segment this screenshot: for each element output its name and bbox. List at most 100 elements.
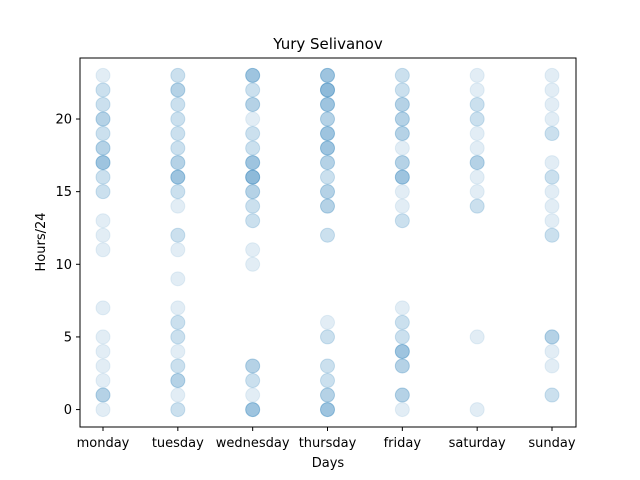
data-point-monday-1 — [95, 387, 111, 403]
x-tick-label-sunday: sunday — [528, 436, 575, 451]
data-point-wednesday-21 — [245, 96, 261, 112]
data-point-friday-0 — [394, 402, 410, 418]
data-point-tuesday-11 — [170, 242, 186, 258]
data-point-tuesday-2 — [170, 373, 186, 389]
data-point-tuesday-1 — [170, 387, 186, 403]
data-point-tuesday-23 — [170, 67, 186, 83]
data-point-friday-15 — [394, 184, 410, 200]
data-point-wednesday-15 — [245, 184, 261, 200]
data-point-saturday-17 — [469, 155, 485, 171]
data-point-wednesday-18 — [245, 140, 261, 156]
data-point-saturday-19 — [469, 126, 485, 142]
data-point-tuesday-9 — [170, 271, 186, 287]
data-point-saturday-20 — [469, 111, 485, 127]
data-point-sunday-23 — [544, 67, 560, 83]
data-point-sunday-3 — [544, 358, 560, 374]
data-point-saturday-5 — [469, 329, 485, 345]
data-point-sunday-16 — [544, 169, 560, 185]
data-point-friday-14 — [394, 198, 410, 214]
data-point-saturday-16 — [469, 169, 485, 185]
data-point-sunday-14 — [544, 198, 560, 214]
y-axis-label: Hours/24 — [34, 212, 49, 271]
data-point-tuesday-15 — [170, 184, 186, 200]
data-point-friday-1 — [394, 387, 410, 403]
data-point-monday-5 — [95, 329, 111, 345]
x-axis-label: Days — [312, 456, 345, 471]
data-point-thursday-2 — [320, 373, 335, 389]
y-tick-label-5: 5 — [64, 330, 72, 345]
data-point-friday-4 — [394, 343, 410, 359]
data-point-thursday-0 — [320, 402, 335, 418]
data-point-tuesday-0 — [170, 402, 186, 418]
x-tick-label-saturday: saturday — [449, 436, 506, 451]
data-point-thursday-6 — [320, 314, 335, 330]
data-point-friday-16 — [394, 169, 410, 185]
data-point-thursday-21 — [320, 96, 335, 112]
data-point-wednesday-20 — [245, 111, 261, 127]
data-point-sunday-19 — [544, 126, 560, 142]
y-tick-label-15: 15 — [55, 185, 72, 200]
data-point-saturday-0 — [469, 402, 485, 418]
x-axis: monday tuesday wednesday thursday friday satu… — [77, 427, 576, 451]
y-axis: 0 5 10 15 20 — [55, 113, 80, 418]
y-tick-label-0: 0 — [64, 403, 72, 418]
x-tick-label-monday: monday — [77, 436, 130, 451]
data-point-sunday-21 — [544, 96, 560, 112]
data-point-saturday-21 — [469, 96, 485, 112]
data-point-thursday-19 — [320, 126, 335, 142]
data-point-wednesday-1 — [245, 387, 261, 403]
data-point-tuesday-6 — [170, 314, 186, 330]
data-point-thursday-18 — [320, 140, 335, 156]
data-point-tuesday-16 — [170, 169, 186, 185]
data-point-wednesday-3 — [245, 358, 261, 374]
points-layer — [95, 67, 560, 418]
data-point-thursday-15 — [320, 184, 335, 200]
data-point-saturday-15 — [469, 184, 485, 200]
data-point-monday-0 — [95, 402, 111, 418]
data-point-monday-21 — [95, 96, 111, 112]
data-point-tuesday-19 — [170, 126, 186, 142]
data-point-tuesday-4 — [170, 343, 186, 359]
data-point-sunday-15 — [544, 184, 560, 200]
data-point-monday-22 — [95, 82, 111, 98]
data-point-wednesday-19 — [245, 126, 261, 142]
data-point-monday-13 — [95, 213, 111, 229]
x-tick-label-tuesday: tuesday — [152, 436, 204, 451]
data-point-friday-7 — [394, 300, 410, 316]
data-point-thursday-22 — [320, 82, 335, 98]
data-point-wednesday-16 — [245, 169, 261, 185]
data-point-friday-22 — [394, 82, 410, 98]
data-point-thursday-17 — [320, 155, 335, 171]
data-point-wednesday-22 — [245, 82, 261, 98]
data-point-monday-7 — [95, 300, 111, 316]
data-point-monday-3 — [95, 358, 111, 374]
data-point-friday-21 — [394, 96, 410, 112]
data-point-wednesday-2 — [245, 373, 261, 389]
data-point-tuesday-21 — [170, 96, 186, 112]
data-point-tuesday-20 — [170, 111, 186, 127]
data-point-friday-13 — [394, 213, 410, 229]
data-point-friday-6 — [394, 314, 410, 330]
data-point-monday-2 — [95, 373, 111, 389]
data-point-sunday-20 — [544, 111, 560, 127]
data-point-friday-20 — [394, 111, 410, 127]
data-point-tuesday-22 — [170, 82, 186, 98]
data-point-monday-23 — [95, 67, 111, 83]
data-point-friday-19 — [394, 126, 410, 142]
chart-title: Yury Selivanov — [272, 35, 383, 53]
data-point-tuesday-7 — [170, 300, 186, 316]
data-point-wednesday-11 — [245, 242, 261, 258]
data-point-wednesday-10 — [245, 256, 261, 272]
data-point-thursday-23 — [320, 67, 335, 83]
data-point-monday-4 — [95, 343, 111, 359]
data-point-friday-17 — [394, 155, 410, 171]
data-point-sunday-13 — [544, 213, 560, 229]
data-point-thursday-3 — [320, 358, 335, 374]
data-point-wednesday-14 — [245, 198, 261, 214]
data-point-saturday-14 — [469, 198, 485, 214]
data-point-wednesday-0 — [245, 402, 261, 418]
data-point-thursday-1 — [320, 387, 335, 403]
data-point-monday-15 — [95, 184, 111, 200]
